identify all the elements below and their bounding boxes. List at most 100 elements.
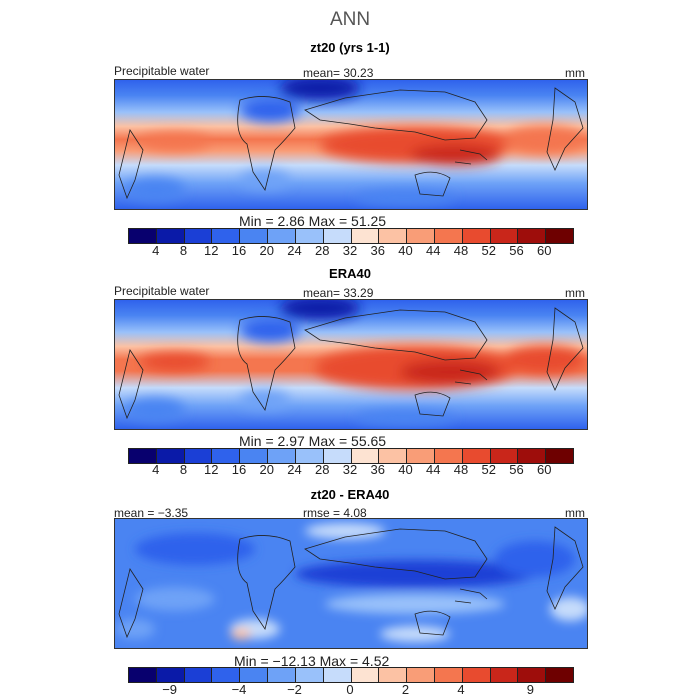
colorbar-tick-label: 60 [537,243,552,258]
panel-1-colorbar-ticks: 4 8 12 16 20 24 28 32 36 40 44 48 52 56 60 [128,243,572,259]
colorbar-swatch [518,229,547,243]
panel-2-colorbar-ticks: 4 8 12 16 20 24 28 32 36 40 44 48 52 56 60 [128,462,572,478]
colorbar-swatch [490,229,519,243]
colorbar-tick-label: 52 [481,243,496,258]
colorbar-tick-label: 9 [526,682,534,697]
colorbar-swatch [129,668,157,682]
colorbar-swatch [546,229,573,243]
colorbar-swatch [351,668,380,682]
colorbar-swatch [212,449,241,463]
panel-2-units: mm [565,286,585,300]
colorbar-tick-label: 32 [342,243,358,258]
colorbar-swatch [546,668,573,682]
colorbar-swatch [518,668,547,682]
colorbar-swatch [212,229,241,243]
panel-3-units: mm [565,506,585,520]
colorbar-swatch [295,229,324,243]
colorbar-swatch [379,229,408,243]
colorbar-swatch [518,449,547,463]
colorbar-tick-label: 24 [287,462,302,477]
colorbar-swatch [268,229,296,243]
panel-1-title: zt20 (yrs 1-1) [310,40,390,55]
colorbar-tick-label: 20 [259,243,274,258]
colorbar-swatch [184,668,213,682]
panel-2-map [114,299,588,430]
colorbar-tick-label: 36 [370,243,385,258]
colorbar-swatch [156,229,185,243]
colorbar-swatch [156,668,185,682]
colorbar-tick-label: 4 [457,682,465,697]
colorbar-tick-label: 20 [259,462,274,477]
colorbar-tick-label: −9 [162,682,178,697]
colorbar-swatch [295,668,324,682]
panel-1-map [114,79,588,210]
colorbar-swatch [240,668,269,682]
colorbar-swatch [184,449,213,463]
panel-3-colorbar-ticks: −9 −4 −2 0 2 4 9 [128,682,572,698]
colorbar-tick-label: 48 [453,243,469,258]
panel-3-rmse: rmse = 4.08 [303,506,367,520]
colorbar-tick-label: 12 [204,462,219,477]
panel-1-colorbar [128,228,574,244]
colorbar-tick-label: 0 [346,682,354,697]
colorbar-swatch [156,449,185,463]
colorbar-swatch [323,229,352,243]
colorbar-swatch [490,449,519,463]
colorbar-swatch [434,229,463,243]
panel-2-minmax: Min = 2.97 Max = 55.65 [239,433,387,449]
colorbar-swatch [129,449,157,463]
panel-2-colorbar [128,448,574,464]
colorbar-tick-label: 4 [152,462,160,477]
colorbar-tick-label: 2 [401,682,410,697]
colorbar-tick-label: 32 [342,462,358,477]
colorbar-swatch [212,668,241,682]
panel-1-units: mm [565,66,585,80]
panel-3-title: zt20 - ERA40 [310,487,390,502]
colorbar-tick-label: 40 [398,462,413,477]
colorbar-tick-label: 8 [179,462,188,477]
panel-2-mean: mean= 33.29 [303,286,374,300]
colorbar-tick-label: 28 [315,462,330,477]
colorbar-tick-label: 44 [426,243,441,258]
colorbar-swatch [434,668,463,682]
colorbar-swatch [434,449,463,463]
colorbar-tick-label: 60 [537,462,552,477]
colorbar-tick-label: 12 [204,243,219,258]
colorbar-swatch [268,449,296,463]
colorbar-swatch [268,668,296,682]
colorbar-swatch [462,668,491,682]
colorbar-tick-label: 16 [231,462,247,477]
colorbar-tick-label: 40 [398,243,413,258]
colorbar-tick-label: −4 [231,682,247,697]
colorbar-swatch [240,229,269,243]
panel-1-minmax: Min = 2.86 Max = 51.25 [239,213,387,229]
colorbar-tick-label: 48 [453,462,469,477]
panel-3-mean: mean = −3.35 [114,506,189,520]
panel-3-colorbar [128,667,574,683]
colorbar-swatch [323,449,352,463]
panel-3-map [114,518,588,649]
panel-3-minmax: Min = −12.13 Max = 4.52 [234,653,390,669]
colorbar-tick-label: 56 [509,462,524,477]
colorbar-tick-label: −2 [287,682,302,697]
colorbar-swatch [462,449,491,463]
colorbar-swatch [184,229,213,243]
panel-2-field-label: Precipitable water [114,284,210,298]
panel-1-field-label: Precipitable water [114,64,210,78]
colorbar-swatch [407,449,435,463]
figure-title: ANN [329,9,371,30]
colorbar-swatch [546,449,573,463]
colorbar-tick-label: 24 [287,243,302,258]
panel-1-mean: mean= 30.23 [303,66,374,80]
colorbar-swatch [379,449,408,463]
colorbar-tick-label: 28 [315,243,330,258]
colorbar-swatch [462,229,491,243]
colorbar-tick-label: 44 [426,462,441,477]
colorbar-swatch [407,229,435,243]
colorbar-swatch [240,449,269,463]
colorbar-tick-label: 8 [179,243,188,258]
colorbar-swatch [323,668,352,682]
colorbar-swatch [407,668,435,682]
colorbar-swatch [351,229,380,243]
colorbar-tick-label: 4 [152,243,160,258]
